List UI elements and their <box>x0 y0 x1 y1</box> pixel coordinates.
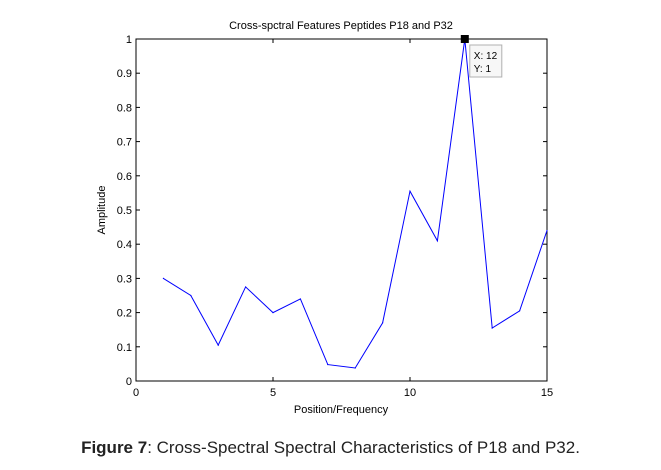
datatip-x-label: X: 12 <box>474 51 498 62</box>
caption-text: : Cross-Spectral Spectral Characteristic… <box>147 438 580 457</box>
data-point <box>491 327 493 329</box>
data-point <box>272 312 274 314</box>
plot-area <box>135 38 548 382</box>
x-axis-label: Position/Frequency <box>294 404 389 416</box>
data-point <box>299 298 301 300</box>
x-tick-label: 10 <box>404 387 416 399</box>
chart-title: Cross-spctral Features Peptides P18 and … <box>229 20 453 32</box>
y-tick-label: 0 <box>126 376 132 388</box>
data-point <box>382 322 384 324</box>
data-point <box>546 229 548 232</box>
datatip-y-label: Y: 1 <box>474 64 492 75</box>
y-tick-label: 0.1 <box>117 342 132 354</box>
y-tick-label: 0.4 <box>117 239 132 251</box>
caption-label: Figure 7 <box>81 438 148 457</box>
axis-ticks <box>135 38 548 382</box>
y-tick-label: 0.9 <box>117 68 132 80</box>
data-point <box>409 190 411 192</box>
data-point <box>162 277 164 279</box>
data-point <box>245 286 247 288</box>
y-tick-label: 0.2 <box>117 308 132 320</box>
y-tick-label: 0.6 <box>117 171 132 183</box>
data-point <box>354 367 356 369</box>
figure-caption: Figure 7: Cross-Spectral Spectral Charac… <box>0 438 661 458</box>
tick-labels: 0 5 10 15 0 0.1 0.2 0.3 0.4 0.5 0.6 0.7 0.8 0.9 1 <box>117 34 553 399</box>
chart: 0 5 10 15 0 0.1 0.2 0.3 0.4 0.5 0.6 0.7 0.8 0.9 1 Cros… <box>96 20 553 416</box>
y-tick-label: 0.5 <box>117 205 132 217</box>
y-tick-label: 0.3 <box>117 273 132 285</box>
y-tick-label: 1 <box>126 34 132 46</box>
datatip[interactable]: X: 12 Y: 1 <box>460 35 503 78</box>
x-tick-label: 0 <box>133 387 139 399</box>
y-axis-label: Amplitude <box>96 186 108 235</box>
data-point <box>327 363 329 366</box>
data-point <box>519 310 521 312</box>
datatip-box <box>469 44 503 78</box>
data-point <box>217 344 219 346</box>
data-point <box>436 240 438 242</box>
data-point <box>190 294 192 297</box>
x-tick-label: 5 <box>270 387 276 399</box>
x-tick-label: 15 <box>541 387 553 399</box>
datatip-marker <box>460 35 469 43</box>
y-tick-label: 0.7 <box>117 137 132 149</box>
y-tick-label: 0.8 <box>117 102 132 114</box>
